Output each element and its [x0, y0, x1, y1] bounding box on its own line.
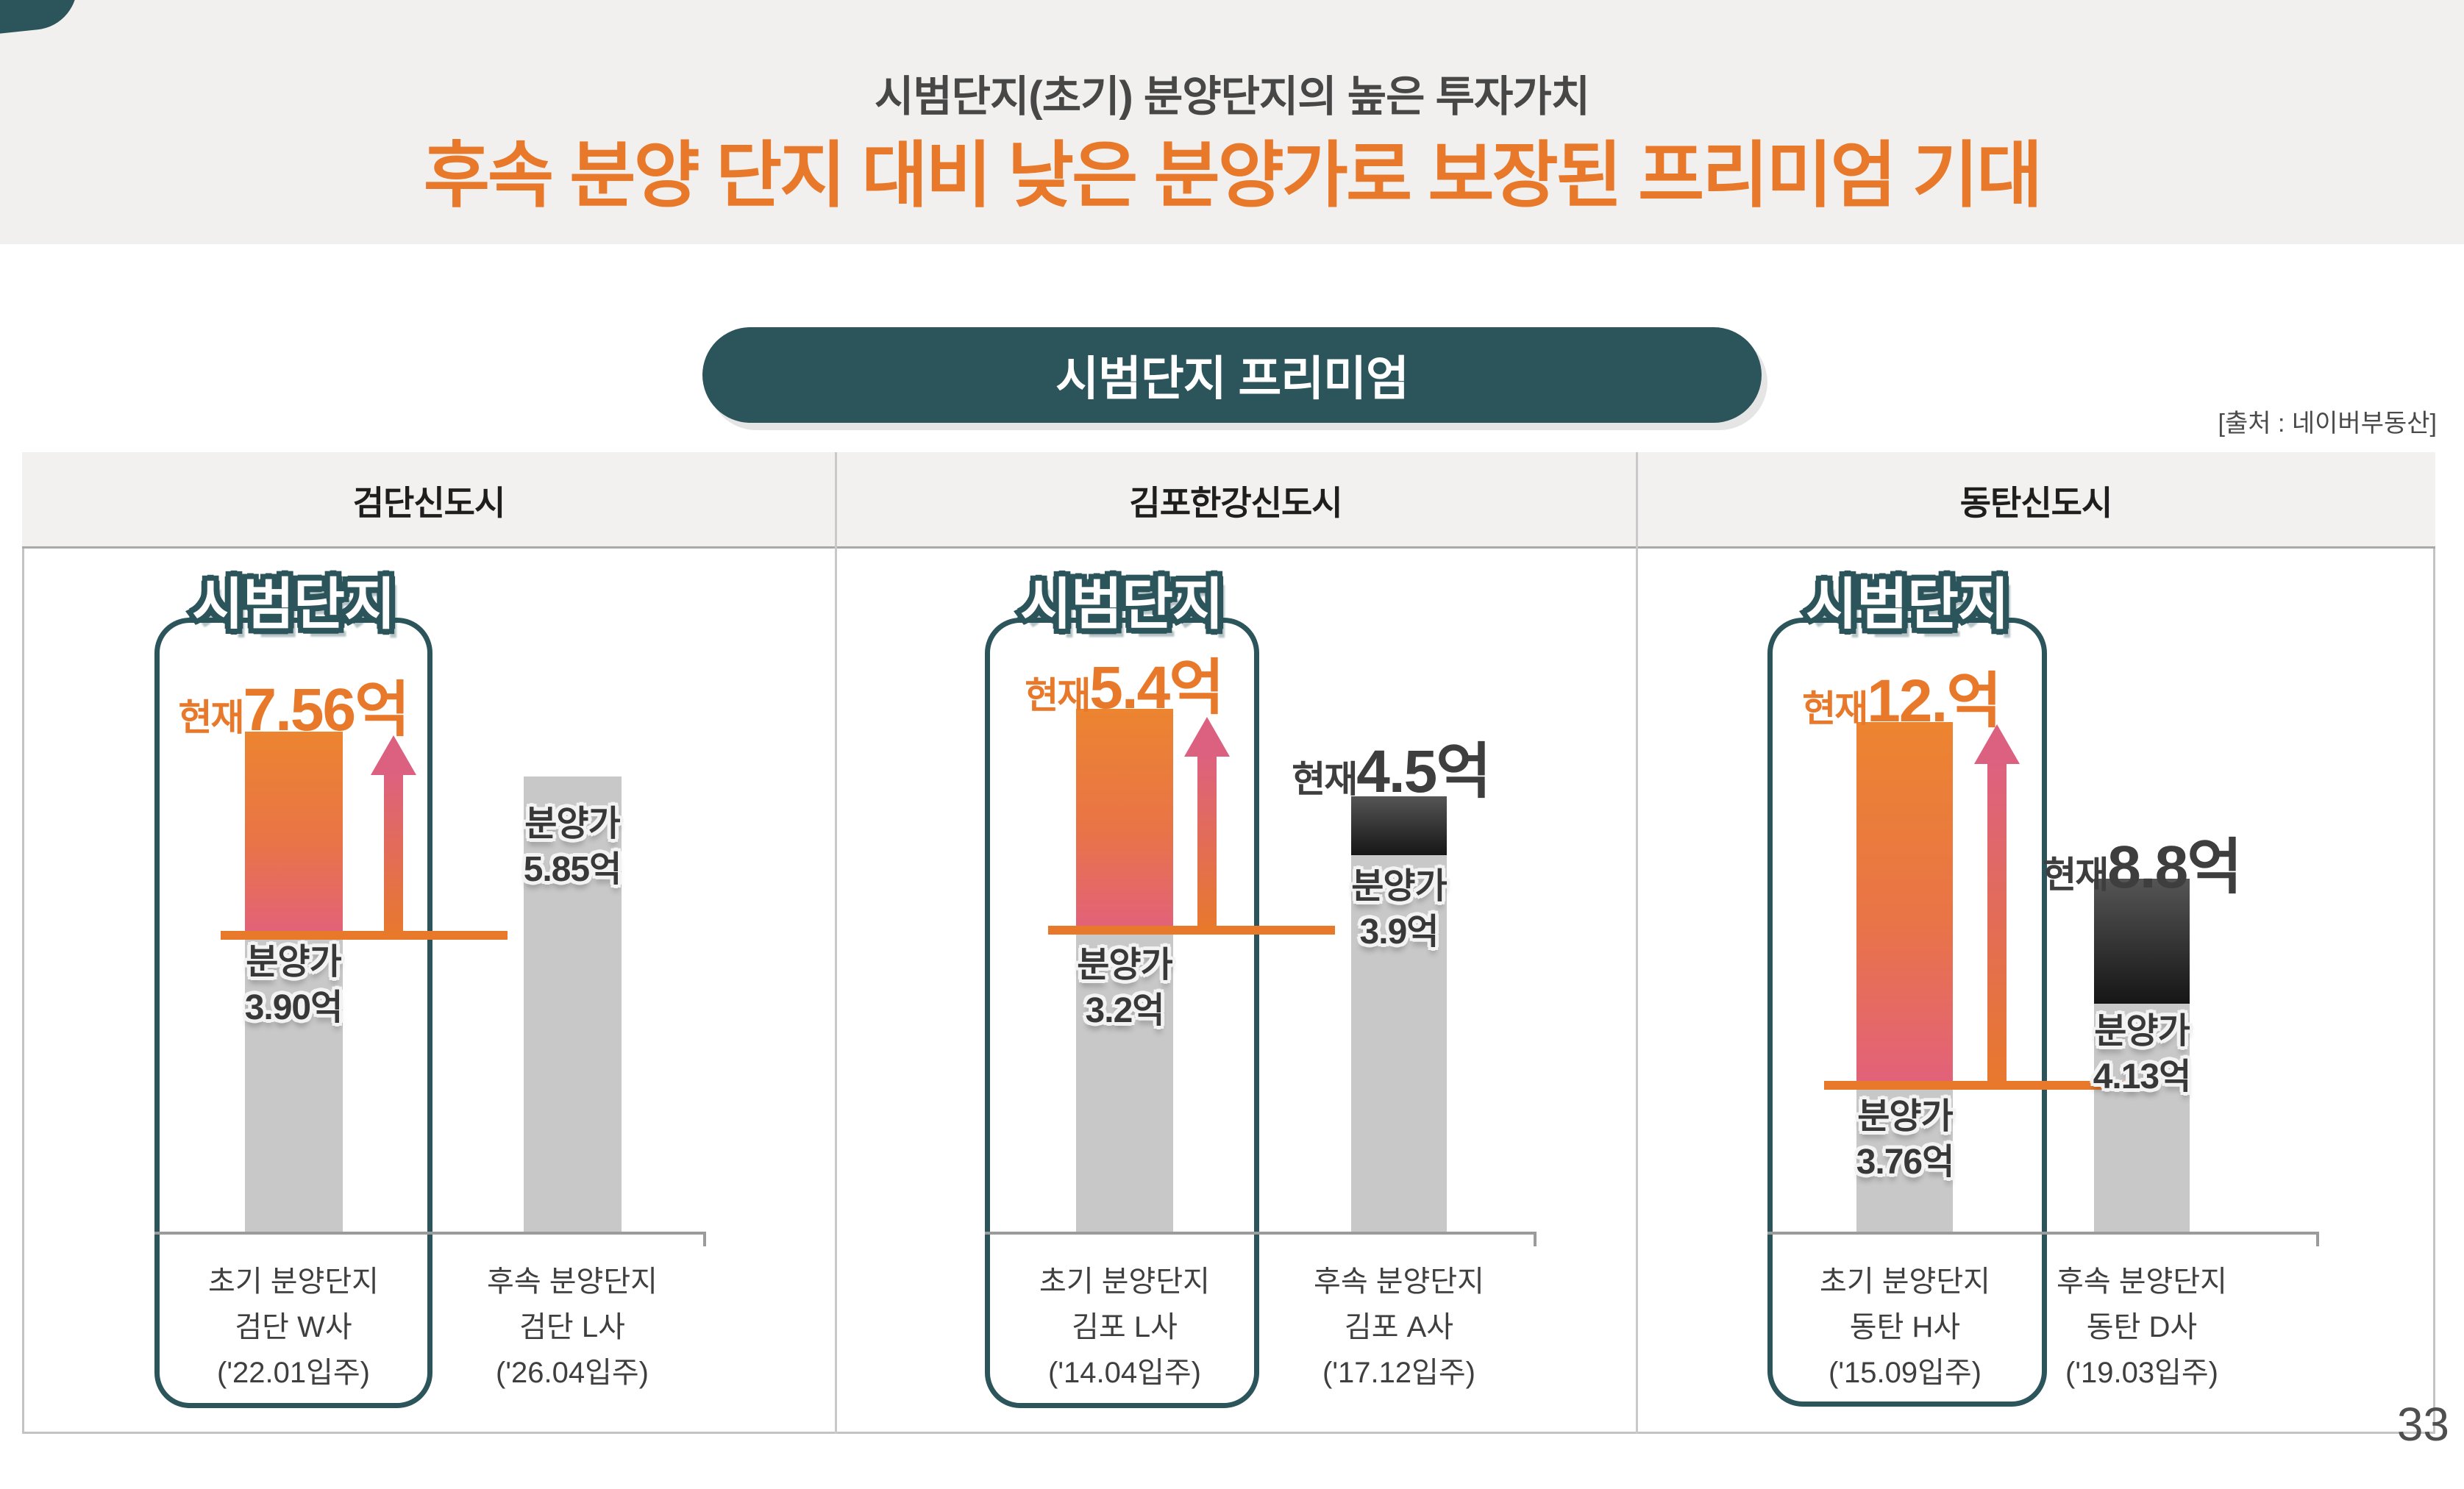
bar-category-label: 초기 분양단지 동탄 H사 ('15.09입주) [1820, 1265, 1990, 1389]
pilot-complex-box [1767, 618, 2047, 1407]
header-band: 시범단지(초기) 분양단지의 높은 투자가치 후속 분양 단지 대비 낮은 분양… [0, 0, 2464, 244]
current-price-label: 현재7.56억 [178, 676, 410, 743]
up-arrow-icon [371, 735, 416, 775]
followup-premium-cap [2094, 879, 2190, 1004]
bar-category-label: 후속 분양단지 김포 A사 ('17.12입주) [1314, 1265, 1484, 1389]
followup-bar [1351, 855, 1447, 1232]
pilot-badge-outline: 시범단지 [1801, 568, 2015, 641]
up-arrow-icon [1974, 724, 2020, 764]
pilot-badge: 시범단지 시범단지 [1015, 559, 1229, 641]
followup-sale-price-label: 분양가 4.13억 [2093, 1012, 2192, 1096]
up-arrow-shaft [384, 772, 403, 940]
up-arrow-icon [1184, 717, 1230, 757]
current-price-label: 현재5.4억 [1025, 654, 1224, 721]
corner-accent-shape [0, 0, 82, 37]
sale-price-bar-segment [245, 935, 343, 1232]
page-number: 33 [2396, 1398, 2449, 1451]
bar-category-label: 초기 분양단지 김포 L사 ('14.04입주) [1039, 1265, 1210, 1389]
slide-subtitle: 시범단지(초기) 분양단지의 높은 투자가치 [874, 73, 1590, 121]
x-axis-tick [2316, 1232, 2319, 1246]
slide-title: 후속 분양 단지 대비 낮은 분양가로 보장된 프리미엄 기대 [423, 135, 2043, 215]
pilot-badge-label: 시범단지 [1806, 574, 2009, 636]
column-header-geomdan: 검단신도시 [352, 484, 506, 522]
premium-bar-segment [1076, 709, 1173, 930]
sale-price-line [1048, 926, 1335, 935]
pilot-badge-outline: 시범단지 [1015, 568, 1229, 641]
column-header-dongtan: 동탄신도시 [1959, 484, 2113, 522]
sale-price-label: 분양가 3.2억 [1077, 946, 1172, 1030]
sale-price-bar-segment [1856, 1085, 1953, 1232]
column-divider [835, 452, 837, 1434]
x-axis [1767, 1232, 2319, 1235]
followup-bar [524, 776, 622, 1232]
followup-bar [2094, 1004, 2190, 1232]
x-axis-tick [1534, 1232, 1537, 1246]
column-header-gimpo: 김포한강신도시 [1129, 484, 1342, 522]
up-arrow-shaft [1197, 754, 1217, 935]
followup-sale-price-label: 분양가 3.9억 [1351, 867, 1447, 951]
pilot-badge-label: 시범단지 [192, 574, 396, 636]
followup-premium-cap [1351, 796, 1447, 855]
pilot-badge: 시범단지 시범단지 [1801, 559, 2015, 641]
up-arrow-shaft [1987, 761, 2007, 1090]
sale-price-bar-segment [1076, 930, 1173, 1232]
bar-category-label: 후속 분양단지 검단 L사 ('26.04입주) [487, 1265, 658, 1389]
x-axis [985, 1232, 1537, 1235]
x-axis-tick [703, 1232, 706, 1246]
followup-current-price-label: 현재4.5억 [1292, 738, 1491, 805]
pilot-badge-outline: 시범단지 [187, 568, 401, 641]
sale-price-line [221, 931, 508, 940]
sale-price-line [1824, 1081, 2148, 1090]
followup-sale-price-label: 분양가 5.85억 [523, 804, 622, 889]
pilot-complex-box [154, 618, 432, 1408]
bar-category-label: 초기 분양단지 검단 W사 ('22.01입주) [208, 1265, 379, 1389]
column-divider [1636, 452, 1638, 1434]
comparison-table-header-row [22, 452, 2435, 549]
premium-bar-segment [1856, 722, 1953, 1085]
comparison-table-frame [22, 452, 2435, 1434]
pilot-badge-label: 시범단지 [1020, 574, 1224, 636]
sale-price-label: 분양가 3.90억 [244, 943, 343, 1027]
section-badge-label: 시범단지 프리미엄 [1055, 352, 1409, 405]
current-price-label: 현재12.억 [1802, 668, 2001, 735]
bar-category-label: 후속 분양단지 동탄 D사 ('19.03입주) [2057, 1265, 2227, 1389]
source-note: [출처 : 네이버부동산] [2218, 410, 2437, 438]
x-axis [154, 1232, 706, 1235]
followup-current-price-label: 현재8.8억 [2043, 834, 2242, 901]
pilot-complex-box [985, 618, 1259, 1408]
section-badge: 시범단지 프리미엄 [702, 327, 1762, 423]
sale-price-label: 분양가 3.76억 [1856, 1097, 1955, 1182]
premium-bar-segment [245, 732, 343, 935]
pilot-badge: 시범단지 시범단지 [187, 559, 401, 641]
